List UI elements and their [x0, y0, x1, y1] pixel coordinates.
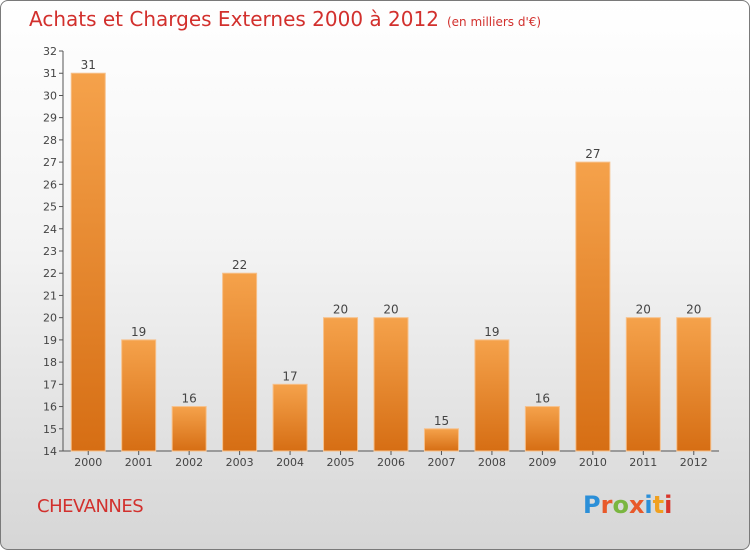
bar — [323, 317, 359, 452]
x-tick-label: 2009 — [528, 456, 556, 469]
bar — [373, 317, 409, 452]
bar-value-label: 19 — [131, 325, 146, 339]
x-tick-label: 2001 — [125, 456, 153, 469]
bar — [171, 406, 207, 452]
bar-value-label: 20 — [636, 303, 651, 317]
proxiti-logo: Proxiti — [583, 491, 672, 519]
bar — [575, 161, 611, 452]
bar-value-label: 31 — [81, 58, 96, 72]
bar — [70, 72, 106, 452]
title-text: Achats et Charges Externes 2000 à 2012 — [29, 7, 439, 31]
bar — [423, 428, 459, 452]
y-tick-label: 26 — [43, 178, 57, 191]
x-tick-label: 2003 — [226, 456, 254, 469]
y-tick-label: 14 — [43, 445, 57, 458]
y-tick-label: 28 — [43, 134, 57, 147]
y-tick-label: 17 — [43, 378, 57, 391]
logo-letter: x — [628, 491, 645, 519]
bar-value-label: 20 — [686, 303, 701, 317]
bar — [272, 383, 308, 452]
x-tick-label: 2002 — [175, 456, 203, 469]
bar — [474, 339, 510, 452]
y-tick-label: 20 — [43, 312, 57, 325]
bar — [676, 317, 712, 452]
y-tick-label: 32 — [43, 45, 57, 58]
y-tick-label: 21 — [43, 289, 57, 302]
bar-value-label: 22 — [232, 258, 247, 272]
bar-value-label: 20 — [383, 303, 398, 317]
y-tick-label: 25 — [43, 201, 57, 214]
y-tick-label: 22 — [43, 267, 57, 280]
bar-value-label: 20 — [333, 303, 348, 317]
y-tick-label: 30 — [43, 89, 57, 102]
x-tick-label: 2000 — [74, 456, 102, 469]
logo-letter: i — [664, 491, 673, 519]
y-tick-label: 18 — [43, 356, 57, 369]
x-tick-label: 2008 — [478, 456, 506, 469]
bar-value-label: 16 — [182, 392, 197, 406]
x-tick-label: 2004 — [276, 456, 304, 469]
logo-letter: r — [600, 491, 613, 519]
y-tick-label: 19 — [43, 334, 57, 347]
bar-value-label: 15 — [434, 414, 449, 428]
y-tick-label: 29 — [43, 112, 57, 125]
x-tick-label: 2005 — [327, 456, 355, 469]
y-tick-label: 16 — [43, 401, 57, 414]
y-tick-label: 23 — [43, 245, 57, 258]
y-tick-label: 24 — [43, 223, 57, 236]
bar — [625, 317, 661, 452]
chart-title: Achats et Charges Externes 2000 à 2012 (e… — [29, 7, 541, 31]
y-tick-label: 31 — [43, 67, 57, 80]
y-tick-label: 15 — [43, 423, 57, 436]
logo-letter: o — [612, 491, 629, 519]
bar-value-label: 19 — [484, 325, 499, 339]
bar — [121, 339, 157, 452]
bar-value-label: 16 — [535, 392, 550, 406]
x-tick-label: 2011 — [629, 456, 657, 469]
x-tick-label: 2012 — [680, 456, 708, 469]
x-tick-label: 2010 — [579, 456, 607, 469]
bar-value-label: 27 — [585, 147, 600, 161]
x-tick-label: 2006 — [377, 456, 405, 469]
y-tick-label: 27 — [43, 156, 57, 169]
unit-label: (en milliers d'€) — [446, 15, 542, 29]
bar-value-label: 17 — [282, 369, 297, 383]
x-tick-label: 2007 — [427, 456, 455, 469]
bar — [222, 272, 258, 452]
place-name: CHEVANNES — [37, 496, 144, 517]
logo-letter: i — [644, 491, 653, 519]
logo-letter: P — [583, 491, 601, 519]
bar — [524, 406, 560, 452]
logo-letter: t — [652, 491, 665, 519]
